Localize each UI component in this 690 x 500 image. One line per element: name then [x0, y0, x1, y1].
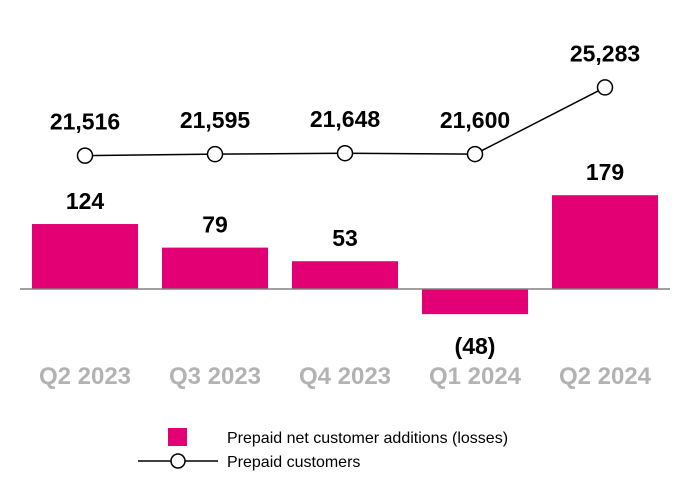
bar [32, 224, 138, 289]
line-point [336, 144, 354, 162]
line-point [76, 147, 94, 164]
line-point [206, 145, 224, 163]
bar [552, 195, 658, 289]
category-label: Q2 2023 [39, 363, 131, 390]
legend: Prepaid net customer additions (losses) … [138, 428, 508, 471]
legend-bar-swatch [168, 428, 187, 446]
line-value-label: 21,595 [180, 107, 251, 133]
bar-value-label: (48) [455, 333, 496, 359]
legend-bar-label: Prepaid net customer additions (losses) [227, 430, 508, 447]
bar-value-label: 179 [586, 159, 624, 185]
legend-line-marker [170, 453, 186, 469]
line-value-label: 25,283 [570, 40, 640, 66]
bar-value-label: 79 [202, 212, 228, 238]
category-label: Q1 2024 [429, 363, 522, 390]
bar-value-label: 124 [66, 188, 105, 214]
line-value-label: 21,648 [310, 106, 381, 132]
bar-value-label: 53 [332, 225, 358, 251]
line-point [466, 145, 484, 163]
category-label: Q4 2023 [299, 363, 391, 390]
bar [422, 289, 528, 315]
bar [162, 247, 268, 289]
bar [292, 261, 398, 289]
legend-line-label: Prepaid customers [227, 454, 360, 471]
line-point [596, 79, 614, 96]
line-value-label: 21,600 [440, 107, 510, 133]
category-label: Q3 2023 [169, 363, 261, 390]
category-label: Q2 2024 [559, 363, 652, 390]
line-value-label: 21,516 [50, 109, 120, 135]
